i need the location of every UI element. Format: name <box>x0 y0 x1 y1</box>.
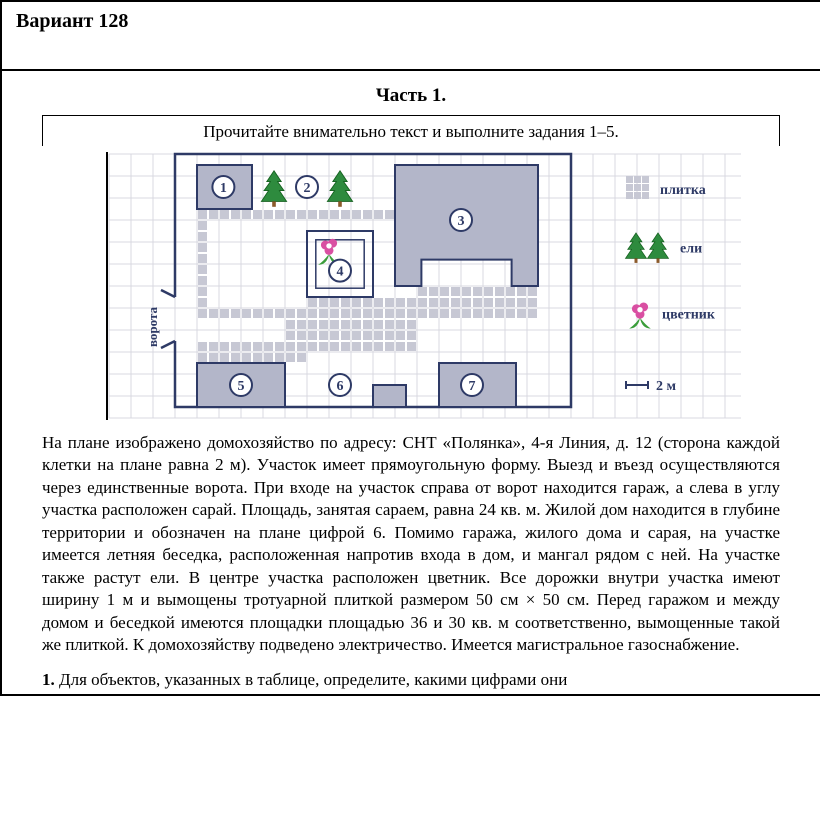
svg-text:ворота: ворота <box>145 306 160 347</box>
question-1: 1. Для объектов, указанных в таблице, оп… <box>42 670 780 690</box>
content: Часть 1. Прочитайте внимательно текст и … <box>2 71 820 694</box>
variant-title: Вариант 128 <box>2 2 820 71</box>
svg-text:цветник: цветник <box>662 307 716 322</box>
svg-text:плитка: плитка <box>660 183 706 198</box>
svg-text:4: 4 <box>337 265 344 280</box>
body-text: На плане изображено домохозяйство по адр… <box>42 432 780 656</box>
svg-text:2: 2 <box>304 181 311 196</box>
svg-text:1: 1 <box>220 181 227 196</box>
part-title: Часть 1. <box>42 85 780 107</box>
instruction: Прочитайте внимательно текст и выполните… <box>42 115 780 146</box>
svg-text:6: 6 <box>337 379 344 394</box>
svg-text:2 м: 2 м <box>656 379 677 394</box>
svg-text:7: 7 <box>469 379 476 394</box>
svg-text:ели: ели <box>680 241 702 256</box>
question-1-text: Для объектов, указанных в таблице, опред… <box>55 670 568 689</box>
svg-text:5: 5 <box>238 379 245 394</box>
svg-text:3: 3 <box>458 214 465 229</box>
plan-diagram: ворота 1 2 3 4 5 6 7 плитка ели цветник 2 м <box>42 146 780 426</box>
question-1-number: 1. <box>42 670 55 689</box>
